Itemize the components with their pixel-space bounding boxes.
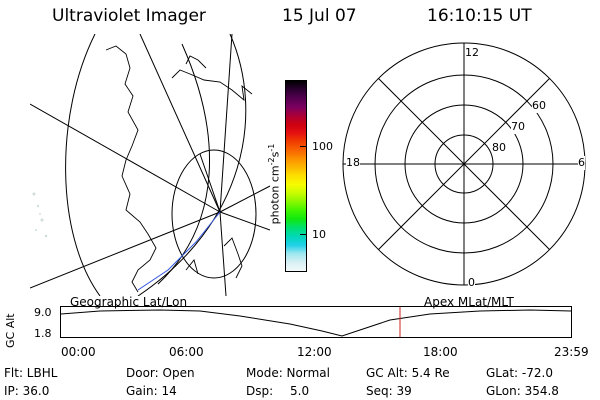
time-label: 16:10:15 UT bbox=[427, 6, 532, 26]
status-glon: GLon: 354.8 bbox=[486, 384, 559, 398]
colorbar-tick-mark bbox=[300, 234, 307, 235]
map-small-circle bbox=[171, 149, 257, 279]
timeline-x-tick-18: 18:00 bbox=[423, 345, 458, 359]
status-filter: Flt: LBHL bbox=[4, 366, 58, 380]
status-gain: Gain: 14 bbox=[126, 384, 177, 398]
map-arc-inner bbox=[157, 43, 210, 285]
mlt-label-0: 0 bbox=[468, 276, 475, 290]
lat-label-70: 70 bbox=[511, 120, 525, 134]
status-ip: IP: 36.0 bbox=[4, 384, 50, 398]
colorbar-tick-10: 10 bbox=[312, 228, 326, 241]
map-arc-outer bbox=[137, 34, 247, 296]
polar-grid-panel bbox=[342, 42, 586, 286]
colorbar bbox=[285, 80, 307, 272]
mlt-label-12: 12 bbox=[465, 46, 479, 60]
colorbar-tick-100: 100 bbox=[312, 140, 333, 153]
instrument-title: Ultraviolet Imager bbox=[52, 6, 206, 26]
timeline-y-tick-low: 1.8 bbox=[34, 327, 52, 340]
timeline-x-tick-0: 00:00 bbox=[61, 345, 96, 359]
lat-label-80: 80 bbox=[492, 141, 506, 155]
unit-s: s bbox=[268, 151, 282, 158]
mlt-label-6: 6 bbox=[578, 156, 585, 170]
unit-text: photon cm bbox=[268, 165, 282, 225]
track-line bbox=[137, 211, 221, 291]
date-label: 15 Jul 07 bbox=[282, 6, 357, 26]
geographic-map-panel bbox=[30, 34, 270, 296]
timeline-x-tick-end: 23:59 bbox=[554, 345, 589, 359]
timeline-x-tick-6: 06:00 bbox=[169, 345, 204, 359]
unit-exp-1: -2 bbox=[267, 157, 276, 166]
status-gc-alt: GC Alt: 5.4 Re bbox=[366, 366, 450, 380]
timeline-y-label: GC Alt bbox=[4, 313, 17, 348]
unit-exp-2: -1 bbox=[267, 143, 276, 152]
status-dsp-value: 5.0 bbox=[290, 384, 310, 398]
altitude-curve bbox=[60, 309, 572, 337]
timeline-x-tick-12: 12:00 bbox=[297, 345, 332, 359]
coastline bbox=[105, 45, 157, 293]
status-door: Door: Open bbox=[126, 366, 195, 380]
colorbar-unit-label: photon cm-2s-1 bbox=[264, 128, 282, 240]
colorbar-tick-mark bbox=[300, 146, 307, 147]
lat-label-60: 60 bbox=[532, 99, 546, 113]
status-dsp-label: Dsp: bbox=[246, 384, 274, 398]
map-arc-left bbox=[65, 34, 101, 296]
left-panel-label: Geographic Lat/Lon bbox=[70, 295, 188, 309]
status-glat: GLat: -72.0 bbox=[486, 366, 553, 380]
timeline-y-tick-high: 9.0 bbox=[34, 306, 52, 319]
status-mode: Mode: Normal bbox=[246, 366, 330, 380]
altitude-timeline bbox=[60, 306, 572, 338]
colorbar-gradient bbox=[286, 81, 306, 271]
right-panel-label: Apex MLat/MLT bbox=[424, 295, 514, 309]
mlt-label-18: 18 bbox=[346, 156, 360, 170]
status-seq: Seq: 39 bbox=[366, 384, 412, 398]
